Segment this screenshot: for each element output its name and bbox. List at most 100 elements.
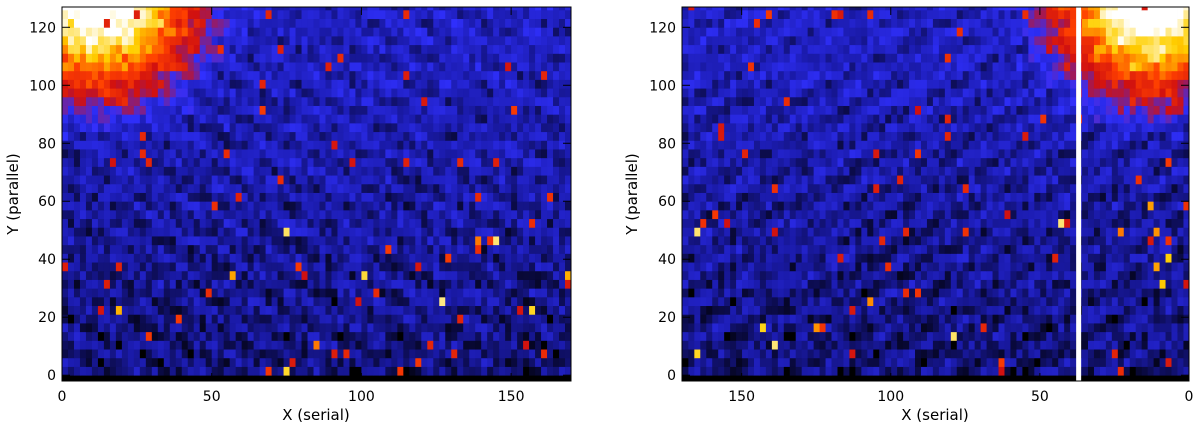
heatmap-cell: [896, 305, 904, 315]
heatmap-cell: [1117, 366, 1124, 376]
heatmap-cell: [403, 105, 410, 115]
heatmap-cell: [1141, 253, 1148, 263]
heatmap-cell: [505, 70, 512, 80]
heatmap-cell: [1010, 288, 1017, 298]
heatmap-cell: [91, 114, 99, 124]
heatmap-cell: [1135, 340, 1142, 350]
heatmap-cell: [163, 227, 171, 237]
heatmap-cell: [307, 270, 314, 280]
heatmap-cell: [127, 218, 135, 228]
heatmap-cell: [825, 279, 832, 289]
heatmap-cell: [97, 227, 105, 237]
heatmap-cell: [163, 323, 171, 333]
heatmap-cell: [819, 253, 826, 263]
heatmap-cell: [331, 79, 338, 89]
heatmap-cell: [831, 314, 838, 324]
heatmap-cell: [1033, 331, 1041, 341]
heatmap-cell: [1147, 340, 1154, 350]
heatmap-cell: [439, 122, 446, 133]
heatmap-cell: [241, 105, 249, 115]
heatmap-cell: [427, 349, 434, 359]
heatmap-cell: [235, 96, 243, 106]
heatmap-cell: [151, 192, 159, 202]
heatmap-cell: [289, 296, 296, 307]
heatmap-cell: [307, 53, 314, 63]
heatmap-cell: [535, 79, 542, 89]
heatmap-cell: [385, 53, 392, 63]
heatmap-cell: [109, 131, 117, 141]
heatmap-cell: [866, 244, 874, 254]
heatmap-cell: [421, 105, 428, 115]
heatmap-cell: [541, 270, 548, 280]
heatmap-cell: [565, 96, 572, 106]
heatmap-cell: [523, 253, 530, 263]
heatmap-cell: [487, 279, 494, 289]
heatmap-cell: [729, 296, 737, 307]
heatmap-cell: [825, 305, 832, 315]
heatmap-cell: [145, 192, 153, 202]
heatmap-cell: [535, 296, 542, 307]
heatmap-cell: [97, 262, 105, 272]
heatmap-cell: [265, 96, 272, 106]
heatmap-cell: [445, 70, 452, 80]
heatmap-cell: [469, 305, 476, 315]
heatmap-cell: [331, 53, 338, 63]
heatmap-cell: [705, 366, 713, 376]
heatmap-cell: [67, 209, 75, 220]
heatmap-cell: [1004, 331, 1011, 341]
heatmap-cell: [517, 201, 524, 211]
heatmap-cell: [85, 288, 93, 298]
heatmap-cell: [271, 44, 278, 54]
heatmap-cell: [283, 131, 290, 141]
heatmap-cell: [445, 209, 452, 220]
heatmap-cell: [860, 340, 868, 350]
heatmap-cell: [980, 279, 987, 289]
heatmap-cell: [433, 140, 440, 150]
heatmap-cell: [415, 279, 422, 289]
heatmap-cell: [535, 175, 542, 185]
heatmap-cell: [541, 105, 548, 115]
heatmap-cell: [535, 305, 542, 315]
heatmap-cell: [741, 331, 749, 341]
heatmap-cell: [451, 323, 458, 333]
heatmap-cell: [361, 18, 368, 28]
heatmap-cell: [487, 201, 494, 211]
heatmap-cell: [1183, 253, 1190, 263]
heatmap-cell: [67, 70, 75, 80]
heatmap-cell: [373, 244, 380, 254]
heatmap-cell: [199, 149, 207, 159]
heatmap-cell: [1105, 288, 1112, 298]
heatmap-cell: [541, 149, 548, 159]
heatmap-cell: [968, 305, 975, 315]
heatmap-cell: [139, 236, 147, 246]
heatmap-cell: [79, 331, 87, 341]
heatmap-cell: [73, 227, 81, 237]
heatmap-cell: [199, 349, 207, 359]
heatmap-cell: [819, 366, 826, 376]
heatmap-cell: [463, 140, 470, 150]
heatmap-cell: [535, 7, 542, 11]
heatmap-cell: [127, 366, 135, 376]
heatmap-cell: [325, 105, 332, 115]
heatmap-cell: [884, 262, 892, 272]
heatmap-cell: [1087, 314, 1094, 324]
heatmap-cell: [397, 227, 404, 237]
heatmap-cell: [127, 357, 135, 367]
heatmap-cell: [908, 288, 916, 298]
heatmap-cell: [157, 157, 165, 167]
heatmap-cell: [331, 105, 338, 115]
heatmap-cell: [463, 70, 470, 80]
heatmap-cell: [121, 305, 129, 315]
heatmap-cell: [223, 262, 231, 272]
heatmap-cell: [151, 366, 159, 376]
heatmap-cell: [151, 340, 159, 350]
heatmap-cell: [283, 209, 290, 220]
heatmap-cell: [307, 122, 314, 133]
heatmap-cell: [145, 9, 153, 19]
heatmap-cell: [385, 79, 392, 89]
heatmap-cell: [241, 366, 249, 376]
heatmap-cell: [127, 35, 135, 46]
heatmap-cell: [403, 62, 410, 72]
heatmap-cell: [902, 331, 910, 341]
heatmap-cell: [157, 192, 165, 202]
